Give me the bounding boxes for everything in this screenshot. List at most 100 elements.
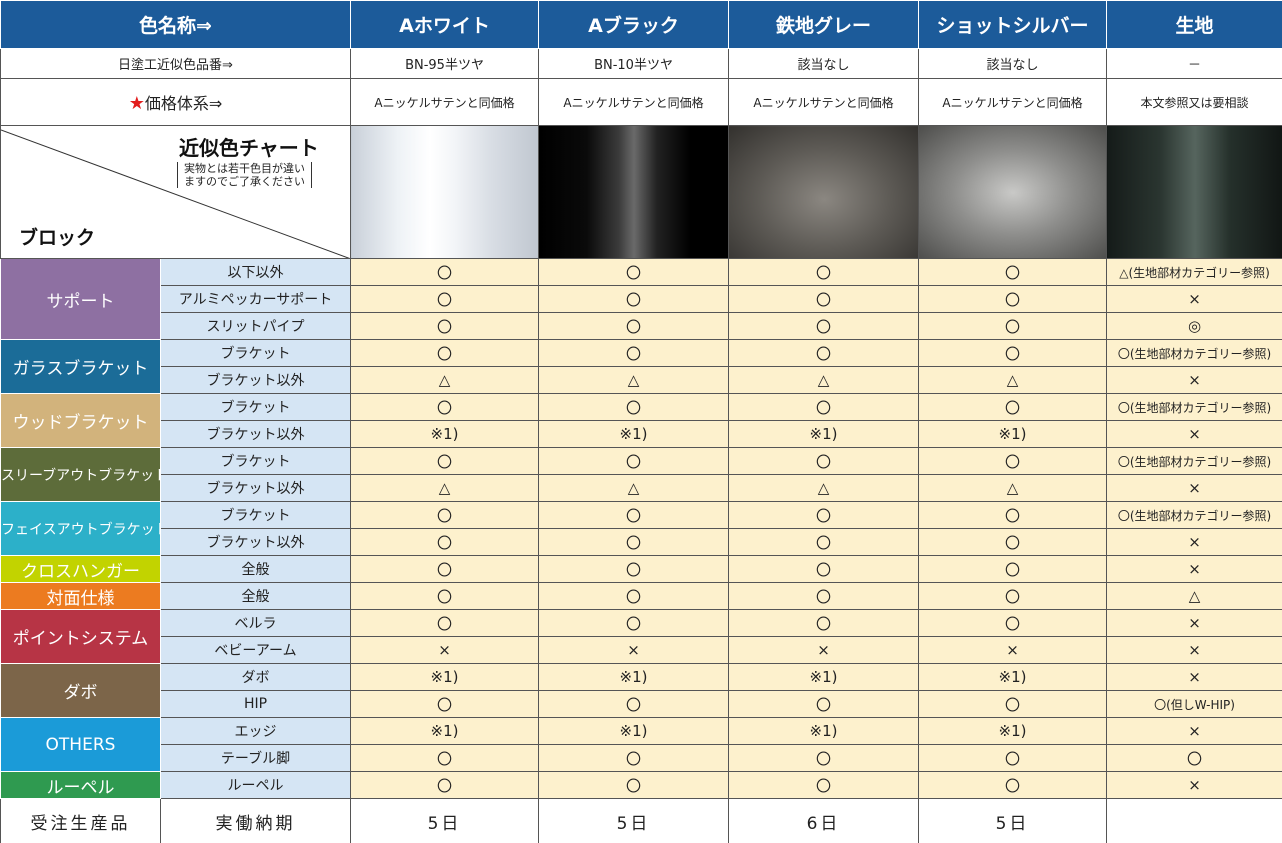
cell-value: 〇 [728,258,920,286]
row-name: ダボ [159,663,352,691]
swatch [918,125,1108,259]
cell-value: △ [1106,582,1282,610]
cell-value: 〇 [538,447,730,475]
footer-empty [1106,798,1282,843]
lead-time: 5日 [350,798,540,843]
row-name: ブラケット以外 [159,474,352,502]
cell-value: 〇 [1106,744,1282,772]
color-name: Aブラック [538,0,730,49]
row-name: アルミペッカーサポート [159,285,352,313]
cell-value: 〇 [728,339,920,367]
row-name: 全般 [159,555,352,583]
row-name: HIP [159,690,352,718]
cell-value: ※1) [538,717,730,745]
note-line: 実物とは若干色目が違い [184,162,305,175]
row-name: ブラケット以外 [159,366,352,394]
cell-value: 〇(生地部材カテゴリー参照) [1106,393,1282,421]
swatch [1106,125,1282,259]
row-name: ブラケット以外 [159,528,352,556]
table-row: ブラケット以外〇〇〇〇 × [1,528,1282,556]
table-row: ウッドブラケット ブラケット〇〇〇〇〇(生地部材カテゴリー参照) [0,393,1282,448]
price-value: Aニッケルサテンと同価格 [538,78,730,126]
code-value: 該当なし [918,48,1108,79]
price-value: 本文参照又は要相談 [1106,78,1282,126]
group-name: 対面仕様 [0,582,161,610]
table-row: ルーペル ルーペル〇〇〇〇 × [0,771,1282,799]
swatch-title: 近似色チャート [179,136,319,160]
price-label: ★価格体系⇒ [0,78,352,126]
group-name: クロスハンガー [0,555,161,583]
cell-value: 〇 [918,285,1108,313]
table-row: スリーブアウトブラケット ブラケット〇〇〇〇〇(生地部材カテゴリー参照) [0,447,1282,502]
cell-value: 〇 [728,312,920,340]
cell-value: △ [350,366,540,394]
cell-value: 〇 [350,609,540,637]
cell-value: × [1106,474,1282,502]
header-label: 色名称⇒ [0,0,352,49]
cell-value: 〇 [350,339,540,367]
cell-value: 〇 [728,582,920,610]
code-label: 日塗工近似色品番⇒ [0,48,352,79]
cell-value: ※1) [538,663,730,691]
group-name: ルーペル [0,771,161,799]
cell-value: 〇 [918,447,1108,475]
code-value: BN-10半ツヤ [538,48,730,79]
group-name: ガラスブラケット [0,339,161,394]
cell-value: × [1106,528,1282,556]
cell-value: ※1) [728,717,920,745]
price-value: Aニッケルサテンと同価格 [728,78,920,126]
cell-value: 〇 [350,258,540,286]
footer-sub: 実働納期 [159,798,352,843]
cell-value: 〇 [350,501,540,529]
row-name: テーブル脚 [159,744,352,772]
table-row: ブラケット以外 ※1) ※1) ※1) ※1) × [1,420,1282,448]
table-row: ガラスブラケット ブラケット〇〇〇〇〇(生地部材カテゴリー参照) [0,339,1282,394]
table-row: ベビーアーム × × × × × [1,636,1282,664]
row-name: ブラケット [159,447,352,475]
cell-value: ※1) [728,420,920,448]
cell-value: × [350,636,540,664]
cell-value: 〇 [538,744,730,772]
table-row: スリットパイプ〇〇〇〇 ◎ [1,312,1282,340]
cell-value: 〇 [350,285,540,313]
chart-corner: 近似色チャート 実物とは若干色目が違い ますのでご了承くださいブロック [0,125,352,259]
cell-value: 〇 [918,690,1108,718]
cell-value: 〇 [918,609,1108,637]
row-name: 以下以外 [159,258,352,286]
cell-value: 〇 [728,447,920,475]
table-row: 近似色チャート 実物とは若干色目が違い ますのでご了承くださいブロック [0,125,1282,259]
table-row: アルミペッカーサポート〇〇〇〇 × [1,285,1282,313]
cell-value: 〇 [918,393,1108,421]
cell-value: ※1) [538,420,730,448]
cell-value: × [1106,420,1282,448]
color-name: 生地 [1106,0,1282,49]
cell-value: 〇 [350,744,540,772]
color-name: ショットシルバー [918,0,1108,49]
cell-value: × [538,636,730,664]
cell-value: ※1) [350,717,540,745]
cell-value: 〇 [350,393,540,421]
cell-value: 〇 [728,528,920,556]
cell-value: 〇 [538,771,730,799]
row-name: 全般 [159,582,352,610]
cell-value: 〇 [918,339,1108,367]
cell-value: △ [350,474,540,502]
table-row: ダボ ダボ ※1) ※1) ※1) ※1) × [0,663,1282,718]
cell-value: △ [538,474,730,502]
swatch-note: 実物とは若干色目が違い ますのでご了承ください [177,162,312,188]
cell-value: 〇 [350,555,540,583]
cell-value: 〇 [350,528,540,556]
cell-value: 〇 [918,258,1108,286]
group-name: フェイスアウトブラケット [0,501,161,556]
cell-value: 〇 [350,447,540,475]
price-value: Aニッケルサテンと同価格 [918,78,1108,126]
cell-value: △(生地部材カテゴリー参照) [1106,258,1282,286]
swatch [350,125,540,259]
table-row: 色名称⇒ Aホワイト Aブラック 鉄地グレー ショットシルバー 生地 [0,0,1282,49]
row-name: ブラケット [159,501,352,529]
cell-value: × [1106,609,1282,637]
cell-value: × [1106,636,1282,664]
block-label: ブロック [19,227,96,249]
cell-value: × [1106,285,1282,313]
